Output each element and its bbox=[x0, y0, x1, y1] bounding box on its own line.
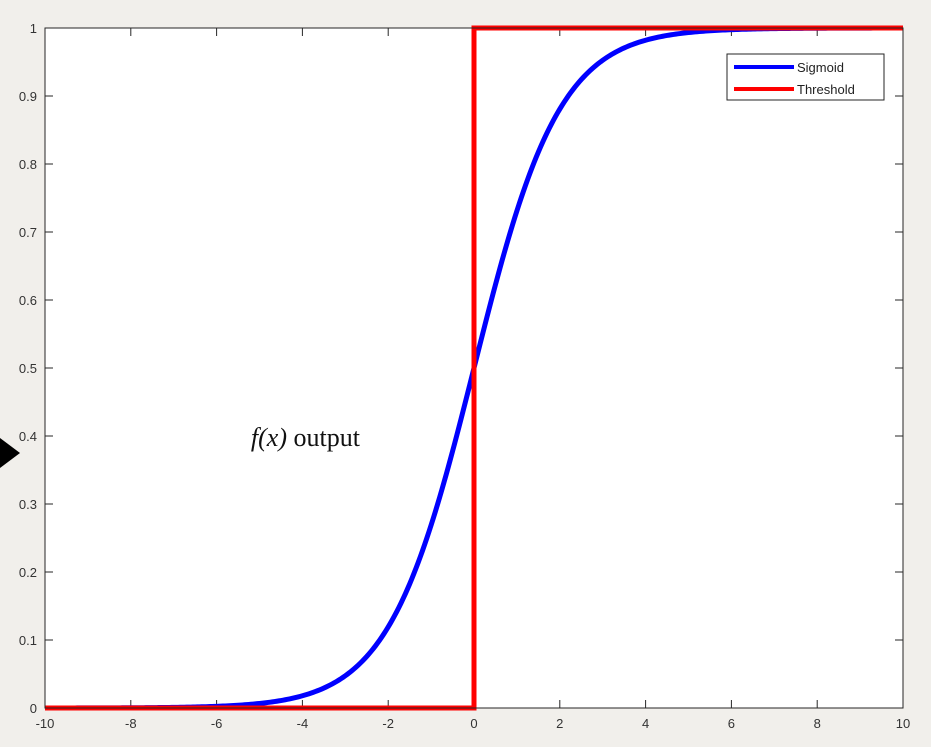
x-tick-label: 2 bbox=[556, 716, 563, 731]
x-tick-label: -2 bbox=[382, 716, 394, 731]
ticks-layer: -10 -8 -6 -4 -2 0 2 4 6 8 10 0 0.1 0.2 0.3 0.4 0.5 0.6 0.7… bbox=[19, 21, 910, 731]
x-tick-label: -4 bbox=[297, 716, 309, 731]
x-tick-label: -6 bbox=[211, 716, 223, 731]
y-tick-label: 0.4 bbox=[19, 429, 37, 444]
y-tick-label: 0.9 bbox=[19, 89, 37, 104]
legend: Sigmoid Threshold bbox=[726, 53, 885, 101]
y-tick-label: 1 bbox=[30, 21, 37, 36]
legend-label-sigmoid: Sigmoid bbox=[797, 60, 844, 75]
legend-label-threshold: Threshold bbox=[797, 82, 855, 97]
x-tick-label: -10 bbox=[36, 716, 55, 731]
x-tick-label: -8 bbox=[125, 716, 137, 731]
annotation-func: f(x) bbox=[251, 423, 287, 452]
y-tick-label: 0.8 bbox=[19, 157, 37, 172]
arrow-right-marker bbox=[0, 438, 20, 468]
y-tick-label: 0.2 bbox=[19, 565, 37, 580]
x-tick-label: 6 bbox=[728, 716, 735, 731]
annotation-rest: output bbox=[287, 423, 361, 452]
annotation-text: f(x) output bbox=[251, 423, 361, 452]
y-tick-label: 0.1 bbox=[19, 633, 37, 648]
legend-box bbox=[726, 53, 885, 101]
x-tick-label: 8 bbox=[814, 716, 821, 731]
y-tick-label: 0.3 bbox=[19, 497, 37, 512]
x-tick-label: 4 bbox=[642, 716, 649, 731]
y-tick-label: 0 bbox=[30, 701, 37, 716]
x-tick-label: 0 bbox=[470, 716, 477, 731]
y-tick-label: 0.7 bbox=[19, 225, 37, 240]
y-tick-label: 0.6 bbox=[19, 293, 37, 308]
plot-frame bbox=[44, 27, 904, 709]
x-tick-label: 10 bbox=[896, 716, 910, 731]
y-tick-label: 0.5 bbox=[19, 361, 37, 376]
